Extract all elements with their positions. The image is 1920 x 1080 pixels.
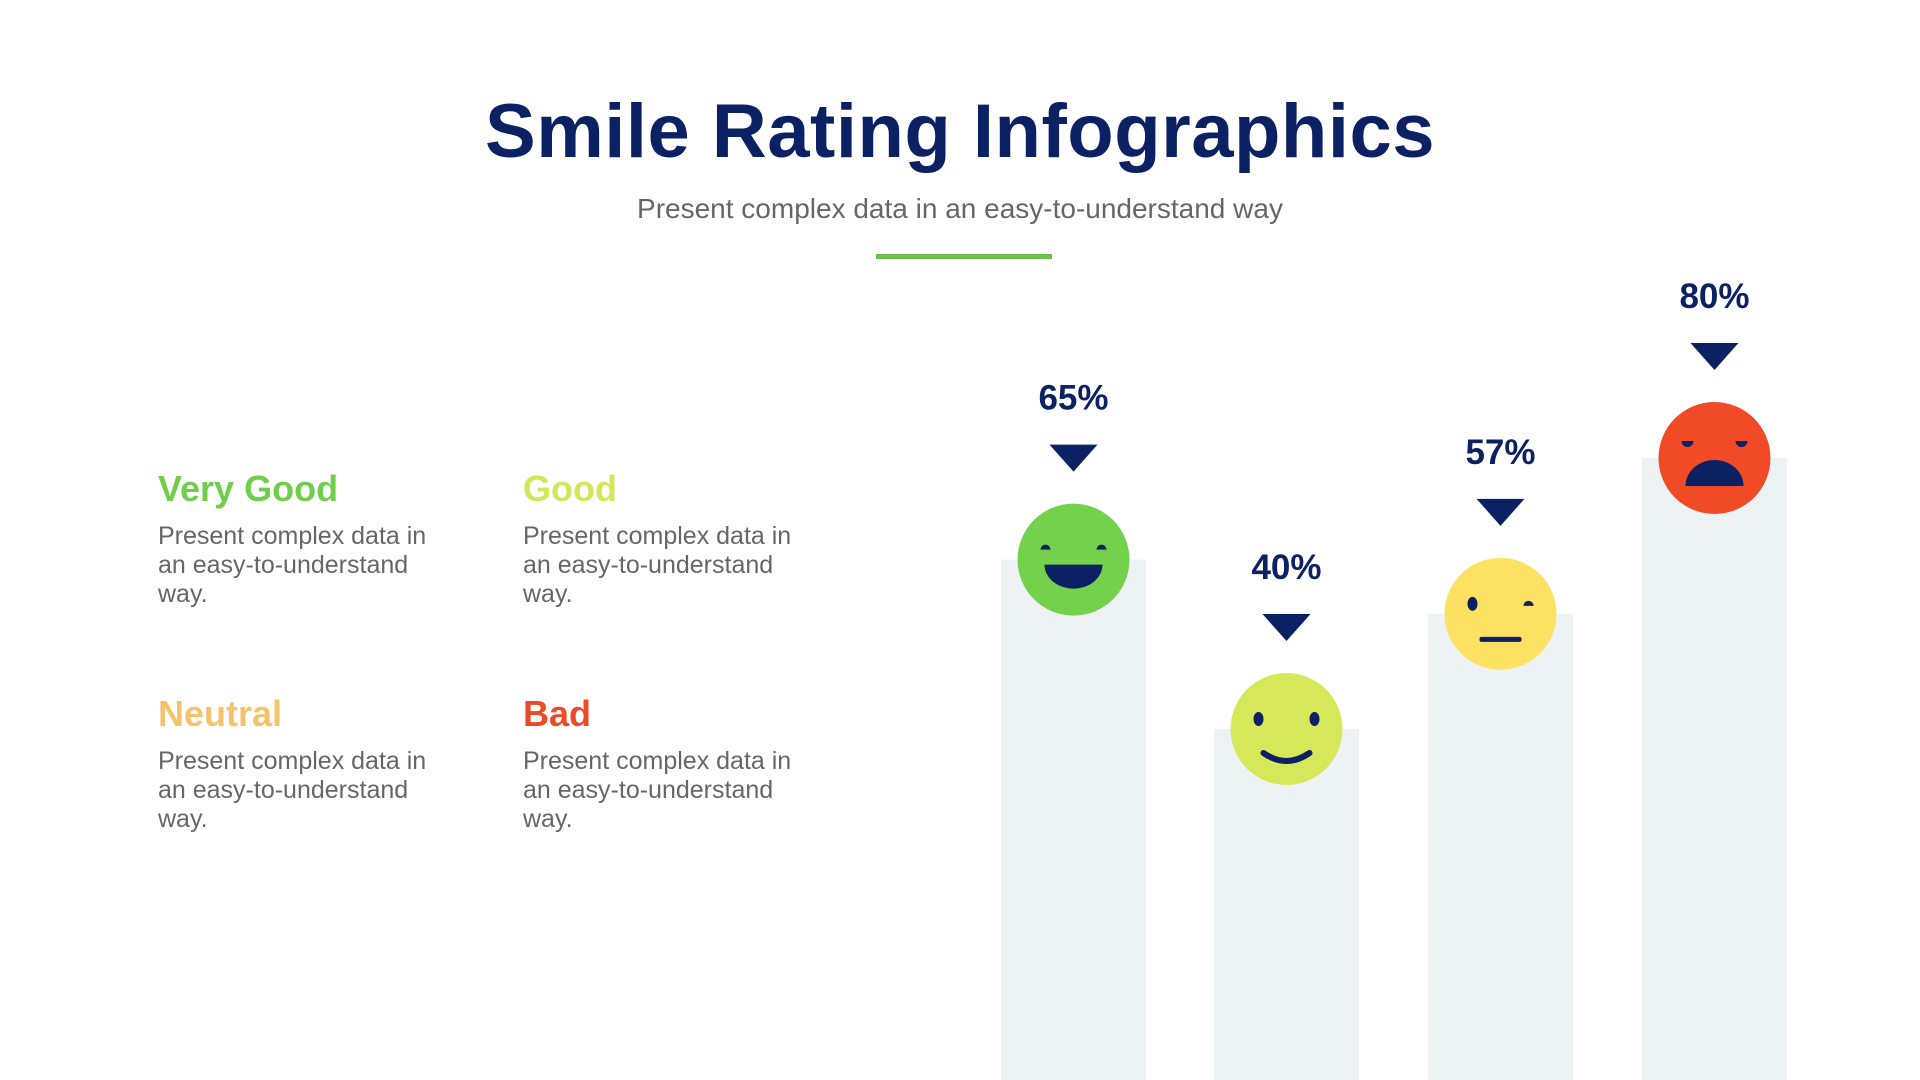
legend-text: Present complex data in an easy-to-under… [523, 522, 792, 608]
legend-text: Present complex data in an easy-to-under… [523, 747, 792, 833]
bar [1001, 559, 1146, 1080]
bar [1642, 458, 1787, 1080]
value-label: 65% [1038, 379, 1108, 418]
smiling-face-icon [1230, 673, 1343, 785]
page-subtitle: Present complex data in an easy-to-under… [637, 193, 1283, 224]
neutral-face-icon [1444, 557, 1557, 670]
legend-item-bad: Bad Present complex data in an easy-to-u… [523, 693, 843, 834]
pointer-triangle-icon [1262, 614, 1311, 641]
legend-item-good: Good Present complex data in an easy-to-… [523, 468, 843, 609]
pointer-triangle-icon [1049, 444, 1098, 472]
legend-item-neutral: Neutral Present complex data in an easy-… [158, 693, 478, 834]
legend-heading: Neutral [158, 693, 283, 734]
legend-text: Present complex data in an easy-to-under… [158, 522, 427, 608]
pointer-triangle-icon [1476, 498, 1525, 526]
title-divider [876, 254, 1052, 259]
page-title: Smile Rating Infographics [485, 89, 1435, 174]
bar [1214, 729, 1359, 1080]
bar-group-good: 40% [1214, 548, 1359, 1080]
value-label: 40% [1251, 548, 1321, 587]
bar [1428, 613, 1573, 1080]
bar-group-bad: 80% [1642, 277, 1787, 1080]
angry-face-icon [1658, 402, 1771, 514]
legend-heading: Bad [523, 693, 592, 734]
pointer-triangle-icon [1690, 343, 1739, 370]
value-label: 57% [1465, 433, 1535, 472]
legend-text: Present complex data in an easy-to-under… [158, 747, 427, 833]
legend-heading: Good [523, 468, 617, 509]
value-label: 80% [1679, 277, 1749, 316]
legend-item-very-good: Very Good Present complex data in an eas… [158, 468, 478, 609]
bar-group-very-good: 65% [1001, 379, 1146, 1080]
laughing-face-icon [1017, 503, 1130, 616]
legend-heading: Very Good [158, 468, 339, 509]
bar-group-neutral: 57% [1428, 433, 1573, 1080]
